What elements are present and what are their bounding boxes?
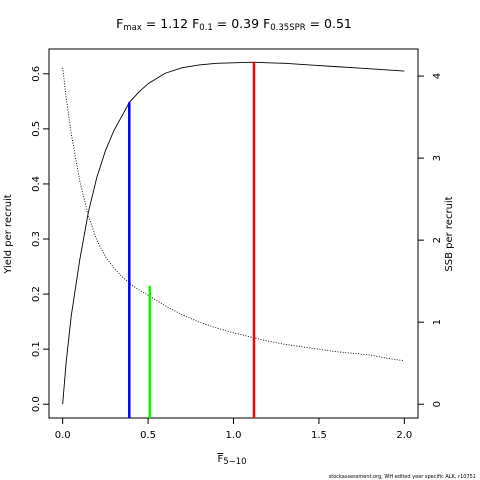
x-tick-label-0: 0.0	[55, 430, 71, 441]
y-right-tick-label-4: 4	[432, 73, 443, 79]
y-right-tick-label-3: 3	[432, 155, 443, 161]
x-axis-title: F5−10	[217, 454, 246, 467]
x-tick-label-3: 1.5	[311, 430, 327, 441]
title-f35-sub: 0.35SPR	[270, 23, 305, 33]
y-axis-right-title: SSB per recruit	[444, 196, 455, 271]
y-left-tick-label-2: 0.2	[31, 286, 42, 302]
chart-title: Fmax = 1.12 F0.1 = 0.39 F0.35SPR = 0.51	[116, 16, 352, 33]
y-axis-right: 0 1 2 3 4	[418, 73, 443, 407]
y-left-tick-label-3: 0.3	[31, 231, 42, 247]
title-f35-value: 0.51	[324, 16, 352, 31]
y-left-tick-label-4: 0.4	[31, 176, 42, 192]
y-axis-left: 0.0 0.1 0.2 0.3 0.4 0.5 0.6	[31, 66, 49, 412]
x-tick-label-2: 1.0	[226, 430, 242, 441]
reference-lines	[128, 62, 256, 418]
y-right-tick-label-1: 1	[432, 319, 443, 325]
y-left-tick-label-0: 0.0	[31, 396, 42, 412]
title-fmax-value: 1.12	[160, 16, 188, 31]
y-left-tick-label-5: 0.5	[31, 121, 42, 137]
y-axis-left-title: Yield per recruit	[3, 194, 14, 275]
title-fmax-base: F	[116, 16, 123, 31]
title-f01-sub: 0.1	[199, 23, 213, 33]
x-tick-label-4: 2.0	[396, 430, 412, 441]
x-axis-title-base: F	[217, 454, 223, 465]
y-right-tick-label-2: 2	[432, 237, 443, 243]
ssb-per-recruit-line	[62, 67, 405, 362]
title-fmax-sub: max	[123, 23, 142, 33]
x-axis-title-sub: 5−10	[223, 457, 246, 467]
y-left-tick-label-1: 0.1	[31, 341, 42, 357]
title-f01-value: 0.39	[231, 16, 259, 31]
x-axis: 0.0 0.5 1.0 1.5 2.0	[55, 418, 412, 441]
x-tick-label-1: 0.5	[140, 430, 156, 441]
yield-per-recruit-line	[62, 61, 405, 405]
plot-frame	[48, 48, 419, 419]
series-layer	[62, 61, 405, 405]
y-right-tick-label-0: 0	[432, 401, 443, 407]
footer-note: stockassessment.org, WH edited year spec…	[329, 474, 476, 480]
title-f35-base: F	[263, 16, 270, 31]
y-left-tick-label-6: 0.6	[31, 66, 42, 82]
title-f01-base: F	[192, 16, 199, 31]
